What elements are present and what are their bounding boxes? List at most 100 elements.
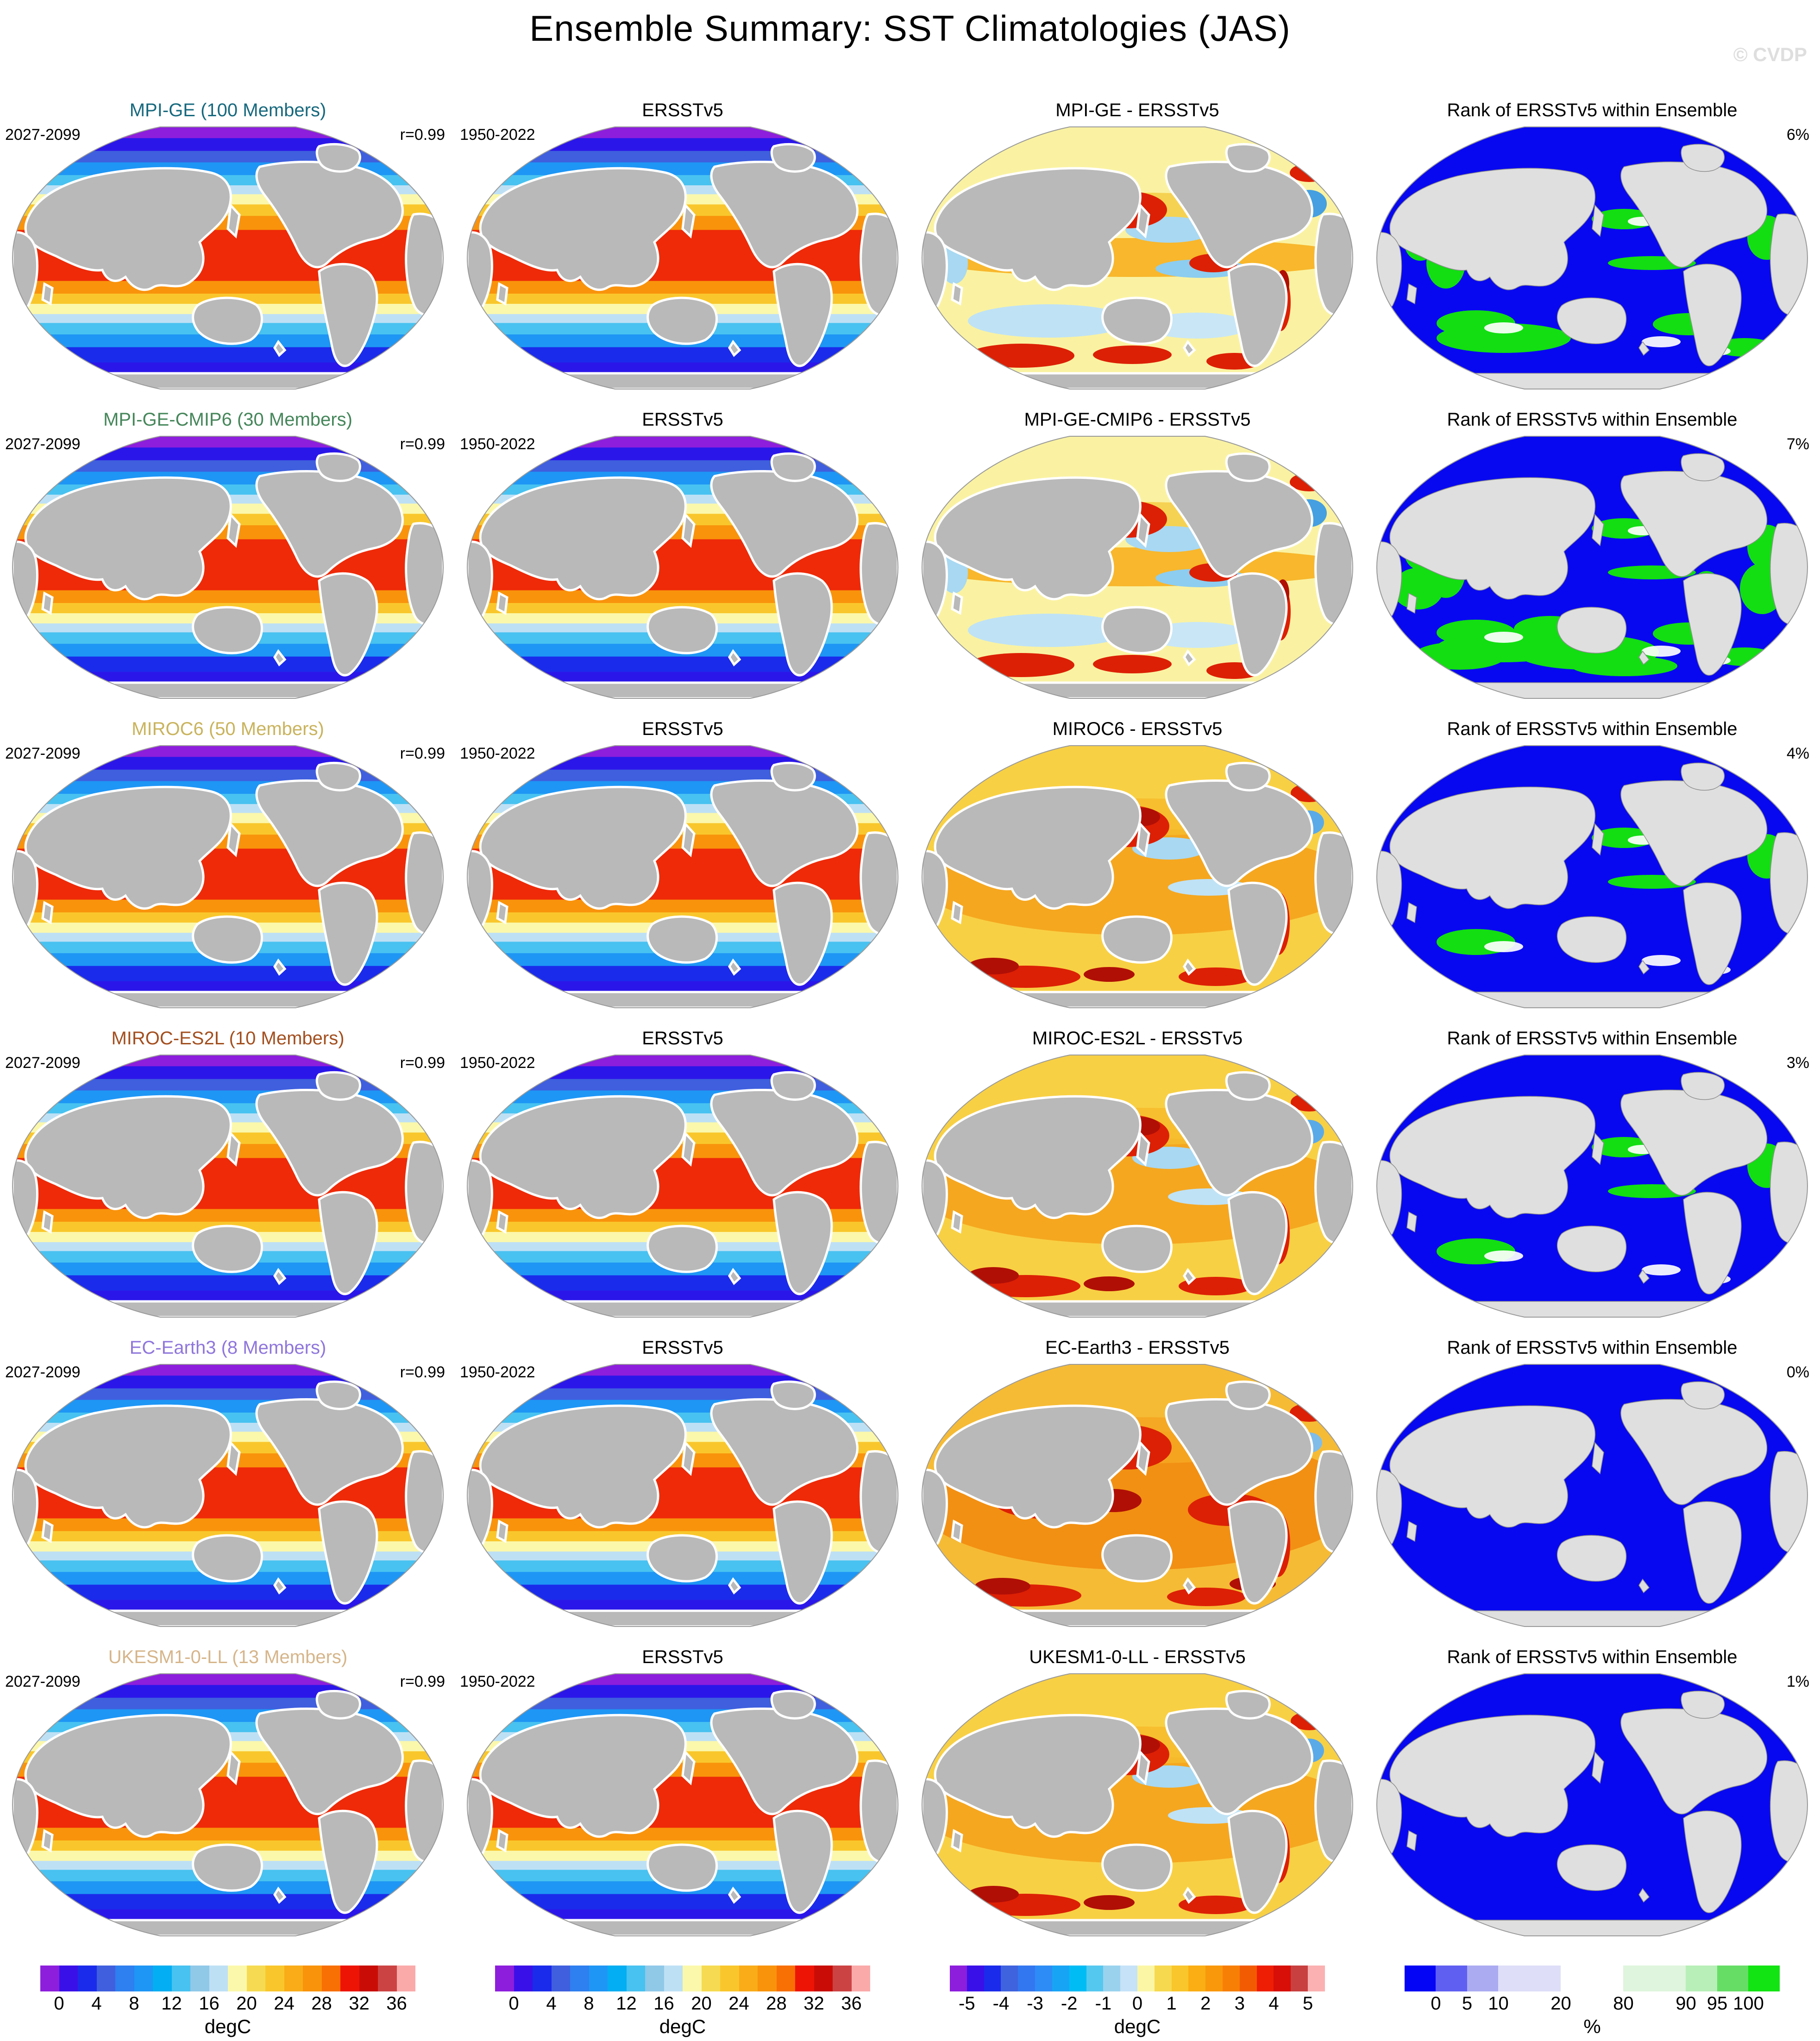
colorbar-seg bbox=[533, 1966, 552, 1991]
model-period-label: 2027-2099 bbox=[5, 126, 81, 144]
colorbar-seg bbox=[1467, 1966, 1499, 1991]
model-map-cell: MIROC6 (50 Members) 2027-2099 r=0.99 bbox=[0, 702, 455, 1011]
colorbar-seg bbox=[851, 1966, 870, 1991]
colorbar-unit-label: % bbox=[1583, 2016, 1601, 2037]
colorbar-seg bbox=[950, 1966, 967, 1991]
colorbar-seg bbox=[1405, 1966, 1436, 1991]
model-period-label: 2027-2099 bbox=[5, 745, 81, 762]
diff-map-cell: EC-Earth3 - ERSSTv5 bbox=[910, 1321, 1365, 1630]
rank-map bbox=[1376, 126, 1808, 389]
colorbar-seg bbox=[209, 1966, 228, 1991]
colorbar-seg bbox=[966, 1966, 984, 1991]
colorbar-seg bbox=[739, 1966, 758, 1991]
colorbar-seg bbox=[1686, 1966, 1717, 1991]
diff-title: MPI-GE-CMIP6 - ERSSTv5 bbox=[1024, 409, 1251, 430]
model-map-cell: MIROC-ES2L (10 Members) 2027-2099 r=0.99 bbox=[0, 1011, 455, 1321]
colorbar-tick-label: 3 bbox=[1234, 1993, 1245, 2014]
colorbar-segments bbox=[40, 1966, 415, 1991]
model-sst-map bbox=[12, 126, 444, 389]
rank-map-cell: Rank of ERSSTv5 within Ensemble 4% bbox=[1365, 702, 1820, 1011]
colorbar-tick-label: 36 bbox=[386, 1993, 407, 2014]
model-row: MPI-GE (100 Members) 2027-2099 r=0.99 ER… bbox=[0, 83, 1820, 393]
colorbar-segments bbox=[495, 1966, 870, 1991]
colorbar-seg bbox=[1717, 1966, 1749, 1991]
colorbar-tick-label: 16 bbox=[653, 1993, 674, 2014]
colorbar-tick-label: 36 bbox=[841, 1993, 862, 2014]
colorbar-seg bbox=[153, 1966, 172, 1991]
rank-map bbox=[1376, 436, 1808, 699]
colorbar-sst: 0 4 8 12 16 20 24 28 32 36 degC bbox=[455, 1963, 910, 2039]
colorbar-seg bbox=[1748, 1966, 1780, 1991]
obs-period-label: 1950-2022 bbox=[460, 1054, 535, 1072]
colorbar-tick-label: 24 bbox=[274, 1993, 295, 2014]
colorbar-seg bbox=[701, 1966, 720, 1991]
colorbar-ticks: 0 4 8 12 16 20 24 28 32 36 bbox=[495, 1993, 870, 2016]
model-row: UKESM1-0-LL (13 Members) 2027-2099 r=0.9… bbox=[0, 1630, 1820, 1940]
colorbar-tick-label: 28 bbox=[311, 1993, 332, 2014]
colorbar-ticks: -5 -4 -3 -2 -1 0 1 2 3 4 5 bbox=[950, 1993, 1325, 2016]
colorbar-tick-label: 4 bbox=[91, 1993, 102, 2014]
colorbar-tick-label: 8 bbox=[129, 1993, 139, 2014]
colorbar-tick-label: 90 bbox=[1676, 1993, 1696, 2014]
colorbar-seg bbox=[359, 1966, 378, 1991]
obs-title: ERSSTv5 bbox=[642, 1338, 723, 1358]
colorbar-seg bbox=[40, 1966, 59, 1991]
colorbar-tick-label: 0 bbox=[54, 1993, 64, 2014]
diff-map bbox=[921, 1673, 1354, 1936]
colorbar-seg bbox=[776, 1966, 795, 1991]
colorbar-seg bbox=[814, 1966, 833, 1991]
colorbar-seg bbox=[340, 1966, 359, 1991]
colorbar-seg bbox=[59, 1966, 78, 1991]
colorbar-tick-label: 32 bbox=[803, 1993, 824, 2014]
colorbar-seg bbox=[1436, 1966, 1467, 1991]
diff-title: EC-Earth3 - ERSSTv5 bbox=[1045, 1338, 1230, 1358]
colorbar-seg bbox=[134, 1966, 153, 1991]
colorbar-tick-label: 28 bbox=[766, 1993, 787, 2014]
colorbar-seg bbox=[1035, 1966, 1052, 1991]
colorbar-tick-label: -2 bbox=[1061, 1993, 1078, 2014]
obs-title: ERSSTv5 bbox=[642, 100, 723, 120]
colorbar-seg bbox=[1291, 1966, 1308, 1991]
obs-title: ERSSTv5 bbox=[642, 409, 723, 430]
obs-title: ERSSTv5 bbox=[642, 719, 723, 739]
obs-map-cell: ERSSTv5 1950-2022 bbox=[455, 83, 910, 393]
colorbar-ticks: 0 5 10 20 80 90 95 100 bbox=[1405, 1993, 1780, 2016]
colorbar-row: 0 4 8 12 16 20 24 28 32 36 degC 0 4 8 12 16 20 24 28 32 36 de… bbox=[0, 1963, 1820, 2039]
colorbar-seg bbox=[1018, 1966, 1036, 1991]
model-period-label: 2027-2099 bbox=[5, 1363, 81, 1381]
obs-period-label: 1950-2022 bbox=[460, 745, 535, 762]
rank-percent-label: 7% bbox=[1786, 435, 1809, 453]
colorbar-seg bbox=[1561, 1966, 1624, 1991]
colorbar-seg bbox=[1001, 1966, 1018, 1991]
colorbar-seg bbox=[265, 1966, 284, 1991]
model-sst-map bbox=[12, 436, 444, 699]
obs-map-cell: ERSSTv5 1950-2022 bbox=[455, 702, 910, 1011]
colorbar-seg bbox=[645, 1966, 664, 1991]
model-title: MIROC-ES2L (10 Members) bbox=[111, 1028, 345, 1049]
obs-sst-map bbox=[466, 1673, 899, 1936]
page-title: Ensemble Summary: SST Climatologies (JAS… bbox=[529, 8, 1291, 49]
colorbar-seg bbox=[1223, 1966, 1240, 1991]
diff-title: MIROC6 - ERSSTv5 bbox=[1052, 719, 1223, 739]
map-grid: MPI-GE (100 Members) 2027-2099 r=0.99 ER… bbox=[0, 83, 1820, 1940]
diff-map bbox=[921, 745, 1354, 1008]
colorbar-tick-label: 20 bbox=[1550, 1993, 1571, 2014]
colorbar-tick-label: 0 bbox=[1431, 1993, 1441, 2014]
colorbar-tick-label: 12 bbox=[161, 1993, 182, 2014]
colorbar-tick-label: 12 bbox=[616, 1993, 637, 2014]
rank-title: Rank of ERSSTv5 within Ensemble bbox=[1447, 100, 1738, 120]
colorbar-seg bbox=[378, 1966, 397, 1991]
diff-title: MPI-GE - ERSSTv5 bbox=[1055, 100, 1219, 120]
colorbar-seg bbox=[984, 1966, 1001, 1991]
r-value-label: r=0.99 bbox=[400, 1363, 445, 1381]
obs-map-cell: ERSSTv5 1950-2022 bbox=[455, 1321, 910, 1630]
colorbar-tick-label: -4 bbox=[992, 1993, 1010, 2014]
colorbar-unit-label: degC bbox=[1114, 2016, 1161, 2037]
model-title: MIROC6 (50 Members) bbox=[132, 719, 324, 739]
colorbar-unit-label: degC bbox=[204, 2016, 251, 2037]
model-row: EC-Earth3 (8 Members) 2027-2099 r=0.99 E… bbox=[0, 1321, 1820, 1630]
colorbar-seg bbox=[1137, 1966, 1155, 1991]
obs-title: ERSSTv5 bbox=[642, 1647, 723, 1667]
r-value-label: r=0.99 bbox=[400, 1673, 445, 1690]
